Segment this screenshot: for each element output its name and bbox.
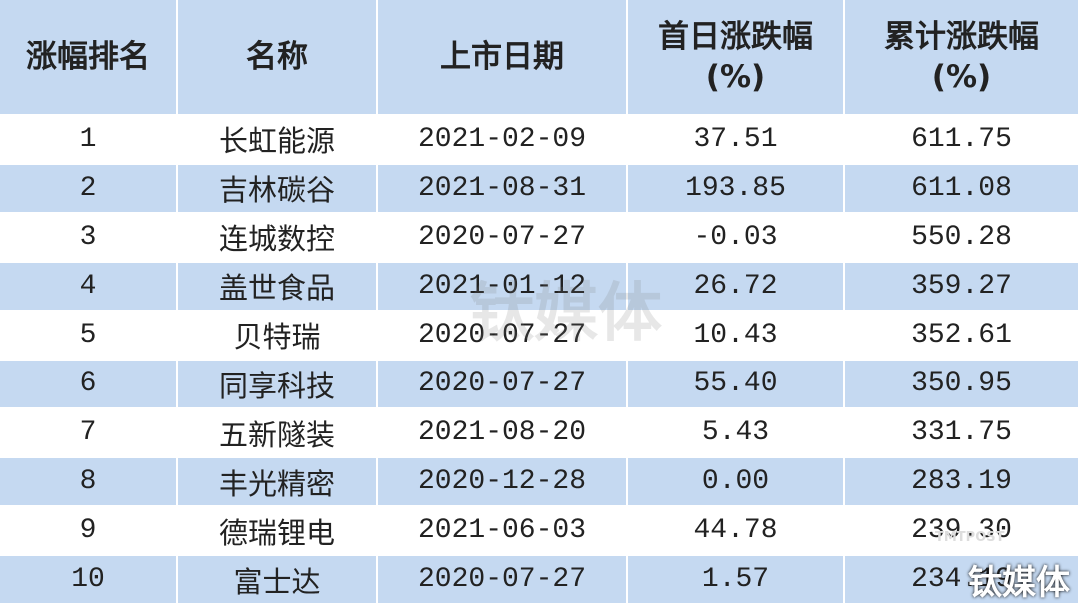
table-cell: 2020-07-27	[378, 213, 628, 263]
table-cell: 44.78	[628, 507, 845, 557]
table-cell: 26.72	[628, 262, 845, 312]
table-cell: 2020-12-28	[378, 458, 628, 508]
header-cell: 首日涨跌幅 (%)	[628, 0, 845, 116]
table-cell: -0.03	[628, 213, 845, 263]
header-text: (%)	[931, 59, 992, 95]
table-cell: 55.40	[628, 360, 845, 410]
table-cell: 2021-08-20	[378, 409, 628, 459]
table-cell: 盖世食品	[178, 262, 378, 312]
table-cell: 2021-06-03	[378, 507, 628, 557]
header-cell: 上市日期	[378, 0, 628, 116]
table-cell: 9	[0, 507, 178, 557]
table-cell: 193.85	[628, 164, 845, 214]
table-cell: 4	[0, 262, 178, 312]
header-cell: 累计涨跌幅 (%)	[845, 0, 1080, 116]
table-cell: 3	[0, 213, 178, 263]
table-cell: 359.27	[845, 262, 1080, 312]
table-cell: 2021-08-31	[378, 164, 628, 214]
table-cell: 同享科技	[178, 360, 378, 410]
header-text: 名称	[246, 39, 308, 75]
table-cell: 连城数控	[178, 213, 378, 263]
table-cell: 239.30	[845, 507, 1080, 557]
table-cell: 331.75	[845, 409, 1080, 459]
table-cell: 长虹能源	[178, 116, 378, 165]
table-cell: 37.51	[628, 116, 845, 165]
table-cell: 611.75	[845, 116, 1080, 165]
table-cell: 10.43	[628, 311, 845, 361]
table-cell: 0.00	[628, 458, 845, 508]
table-cell: 贝特瑞	[178, 311, 378, 361]
table-cell: 富士达	[178, 556, 378, 605]
table-cell: 283.19	[845, 458, 1080, 508]
table-cell: 2020-07-27	[378, 556, 628, 605]
table-cell: 8	[0, 458, 178, 508]
logo-en: TMTPOST	[935, 530, 1005, 545]
table-cell: 352.61	[845, 311, 1080, 361]
table-cell: 1	[0, 116, 178, 165]
table-cell: 吉林碳谷	[178, 164, 378, 214]
table-cell: 5	[0, 311, 178, 361]
table-cell: 611.08	[845, 164, 1080, 214]
header-text: (%)	[705, 59, 766, 95]
header-text: 首日涨跌幅	[658, 19, 813, 55]
table-cell: 2	[0, 164, 178, 214]
header-text: 涨幅排名	[26, 39, 150, 75]
header-text: 累计涨跌幅	[884, 19, 1039, 55]
table-cell: 550.28	[845, 213, 1080, 263]
header-cell: 涨幅排名	[0, 0, 178, 116]
table-cell: 350.95	[845, 360, 1080, 410]
logo-cn: 钛媒体	[968, 563, 1070, 603]
table-cell: 234.19	[845, 556, 1080, 605]
table-cell: 10	[0, 556, 178, 605]
table-cell: 2020-07-27	[378, 311, 628, 361]
table-cell: 7	[0, 409, 178, 459]
table-cell: 2021-01-12	[378, 262, 628, 312]
header-text: 上市日期	[440, 39, 564, 75]
table-cell: 6	[0, 360, 178, 410]
watermark: 钛媒体	[470, 277, 662, 351]
table-cell: 2020-07-27	[378, 360, 628, 410]
table-cell: 丰光精密	[178, 458, 378, 508]
table-cell: 1.57	[628, 556, 845, 605]
table-cell: 德瑞锂电	[178, 507, 378, 557]
table-cell: 2021-02-09	[378, 116, 628, 165]
header-cell: 名称	[178, 0, 378, 116]
table-cell: 五新隧装	[178, 409, 378, 459]
table-cell: 5.43	[628, 409, 845, 459]
